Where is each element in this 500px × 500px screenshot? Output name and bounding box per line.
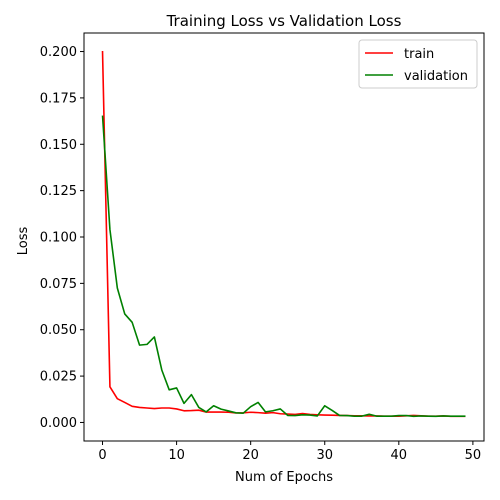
x-axis: 0 10 20 30 40 50 <box>98 441 481 463</box>
series-lines <box>101 50 466 418</box>
x-tick-label: 40 <box>391 448 408 463</box>
legend-box <box>358 39 478 89</box>
x-axis-label: Num of Epochs <box>235 470 333 485</box>
y-axis: 0.000 0.025 0.050 0.075 0.100 0.125 0.150 0.175… <box>40 45 84 431</box>
chart-title: Training Loss vs Validation Loss <box>166 12 402 30</box>
y-tick-label: 0.175 <box>40 91 77 106</box>
x-tick-label: 10 <box>168 448 185 463</box>
y-tick-label: 0.000 <box>40 416 77 431</box>
y-tick-label: 0.150 <box>40 138 77 153</box>
legend: train validation <box>358 39 478 89</box>
y-tick-label: 0.200 <box>40 45 77 60</box>
x-tick-label: 20 <box>242 448 259 463</box>
y-tick-label: 0.025 <box>40 370 77 385</box>
series-line-validation <box>101 115 466 418</box>
x-tick-label: 50 <box>465 448 482 463</box>
y-tick-label: 0.050 <box>40 323 77 338</box>
y-tick-label: 0.125 <box>40 184 77 199</box>
y-axis-label: Loss <box>16 227 31 256</box>
x-tick-label: 0 <box>98 448 106 463</box>
x-tick-label: 30 <box>316 448 333 463</box>
legend-label-train: train <box>404 47 434 62</box>
y-tick-label: 0.075 <box>40 277 77 292</box>
y-tick-label: 0.100 <box>40 231 77 246</box>
legend-label-validation: validation <box>404 69 468 84</box>
